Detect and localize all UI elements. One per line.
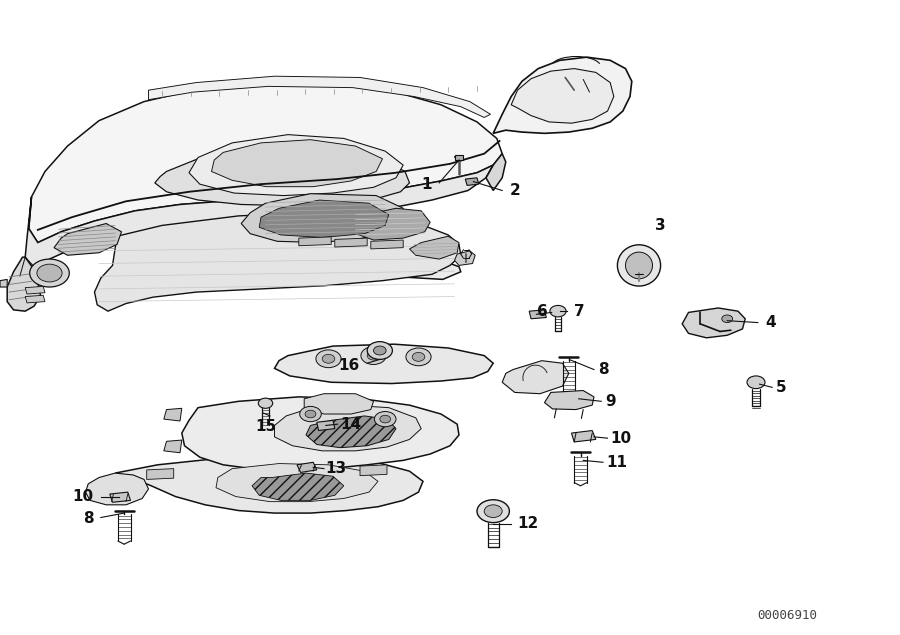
Polygon shape xyxy=(297,462,317,472)
Text: 11: 11 xyxy=(607,455,627,470)
Circle shape xyxy=(380,415,391,423)
Polygon shape xyxy=(25,286,45,294)
Circle shape xyxy=(477,500,509,523)
Polygon shape xyxy=(335,238,367,247)
Polygon shape xyxy=(241,194,405,243)
Polygon shape xyxy=(274,344,493,384)
Polygon shape xyxy=(164,440,182,453)
Text: 3: 3 xyxy=(655,218,666,233)
Polygon shape xyxy=(189,252,461,284)
Polygon shape xyxy=(182,397,459,470)
Polygon shape xyxy=(360,465,387,476)
Polygon shape xyxy=(410,236,459,259)
Polygon shape xyxy=(212,140,382,187)
Text: 00006910: 00006910 xyxy=(758,610,817,622)
Polygon shape xyxy=(189,135,403,196)
Polygon shape xyxy=(306,416,396,448)
Circle shape xyxy=(37,264,62,282)
Text: 14: 14 xyxy=(340,417,361,432)
Text: 6: 6 xyxy=(537,304,548,319)
Circle shape xyxy=(322,354,335,363)
Circle shape xyxy=(30,259,69,287)
Ellipse shape xyxy=(617,245,661,286)
Polygon shape xyxy=(502,361,569,394)
Circle shape xyxy=(316,350,341,368)
Text: 4: 4 xyxy=(765,315,776,330)
Polygon shape xyxy=(29,83,502,243)
Circle shape xyxy=(406,348,431,366)
Polygon shape xyxy=(110,492,130,502)
Polygon shape xyxy=(465,178,479,185)
Circle shape xyxy=(258,398,273,408)
Polygon shape xyxy=(54,224,122,255)
Polygon shape xyxy=(529,310,546,319)
Polygon shape xyxy=(455,155,463,160)
Polygon shape xyxy=(486,154,506,190)
Circle shape xyxy=(374,346,386,355)
Polygon shape xyxy=(682,308,745,338)
Circle shape xyxy=(550,305,566,317)
Polygon shape xyxy=(115,456,423,513)
Circle shape xyxy=(747,376,765,389)
Polygon shape xyxy=(155,147,410,206)
Polygon shape xyxy=(572,431,596,442)
Polygon shape xyxy=(7,257,40,311)
Circle shape xyxy=(374,411,396,427)
Text: 7: 7 xyxy=(574,304,585,319)
Polygon shape xyxy=(164,408,182,421)
Text: 10: 10 xyxy=(73,489,94,504)
Polygon shape xyxy=(454,251,475,265)
Circle shape xyxy=(367,342,392,359)
Polygon shape xyxy=(511,69,614,123)
Polygon shape xyxy=(299,237,331,246)
Polygon shape xyxy=(371,240,403,249)
Circle shape xyxy=(300,406,321,422)
Text: 16: 16 xyxy=(338,358,360,373)
Polygon shape xyxy=(0,279,7,287)
Circle shape xyxy=(412,352,425,361)
Text: 1: 1 xyxy=(421,177,432,192)
Polygon shape xyxy=(25,295,45,303)
Polygon shape xyxy=(94,213,461,311)
Polygon shape xyxy=(493,57,632,133)
Text: 2: 2 xyxy=(509,183,520,198)
Text: 10: 10 xyxy=(610,431,631,446)
Polygon shape xyxy=(148,76,490,117)
Text: 8: 8 xyxy=(83,511,94,526)
Text: 12: 12 xyxy=(518,516,539,531)
Polygon shape xyxy=(216,464,378,502)
Text: 13: 13 xyxy=(326,461,346,476)
Polygon shape xyxy=(86,473,148,505)
Circle shape xyxy=(305,410,316,418)
Polygon shape xyxy=(351,208,430,240)
Ellipse shape xyxy=(626,252,652,279)
Polygon shape xyxy=(544,391,594,410)
Polygon shape xyxy=(259,200,389,237)
Text: 15: 15 xyxy=(255,419,276,434)
Circle shape xyxy=(484,505,502,518)
Text: 9: 9 xyxy=(605,394,616,409)
Circle shape xyxy=(361,347,386,364)
Polygon shape xyxy=(147,469,174,479)
Circle shape xyxy=(367,351,380,360)
Text: 8: 8 xyxy=(598,362,609,377)
Polygon shape xyxy=(25,165,493,270)
Circle shape xyxy=(722,315,733,323)
Text: 5: 5 xyxy=(776,380,787,395)
Polygon shape xyxy=(252,473,344,500)
Polygon shape xyxy=(304,394,374,414)
Polygon shape xyxy=(317,420,335,431)
Polygon shape xyxy=(274,405,421,451)
